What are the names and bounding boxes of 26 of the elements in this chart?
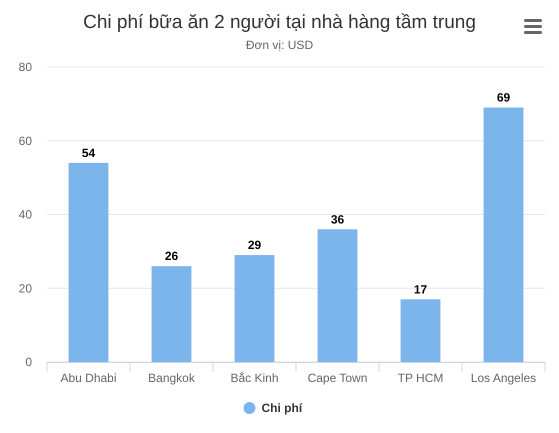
data-label: 54 [82,146,96,160]
data-label: 69 [496,90,510,105]
x-tick-label: Bắc Kinh [230,371,279,385]
x-tick-label: Abu Dhabi [60,371,117,385]
bar [68,162,108,362]
data-label: 17 [414,282,428,296]
y-tick-label: 20 [18,281,32,296]
bar [234,255,274,362]
y-tick-label: 40 [18,208,32,222]
x-tick-label: Bangkok [148,371,196,385]
x-tick-label: Cape Town [308,371,368,385]
bar [484,108,524,362]
y-tick-label: 0 [25,355,32,369]
legend-label: Chi phí [262,401,303,415]
x-tick-label: Los Angeles [470,371,536,385]
data-label: 36 [330,212,344,226]
bar [152,266,192,362]
y-tick-label: 60 [18,134,32,148]
bar [400,299,440,362]
bar [318,229,358,362]
x-tick-label: TP HCM [398,371,444,385]
data-label: 26 [164,249,178,264]
chart-title: Chi phí bữa ăn 2 người tại nhà hàng tầm trung [83,12,476,33]
y-tick-label: 80 [18,60,32,74]
data-label: 29 [248,238,262,252]
chart-subtitle: Đơn vị: USD [246,38,314,52]
